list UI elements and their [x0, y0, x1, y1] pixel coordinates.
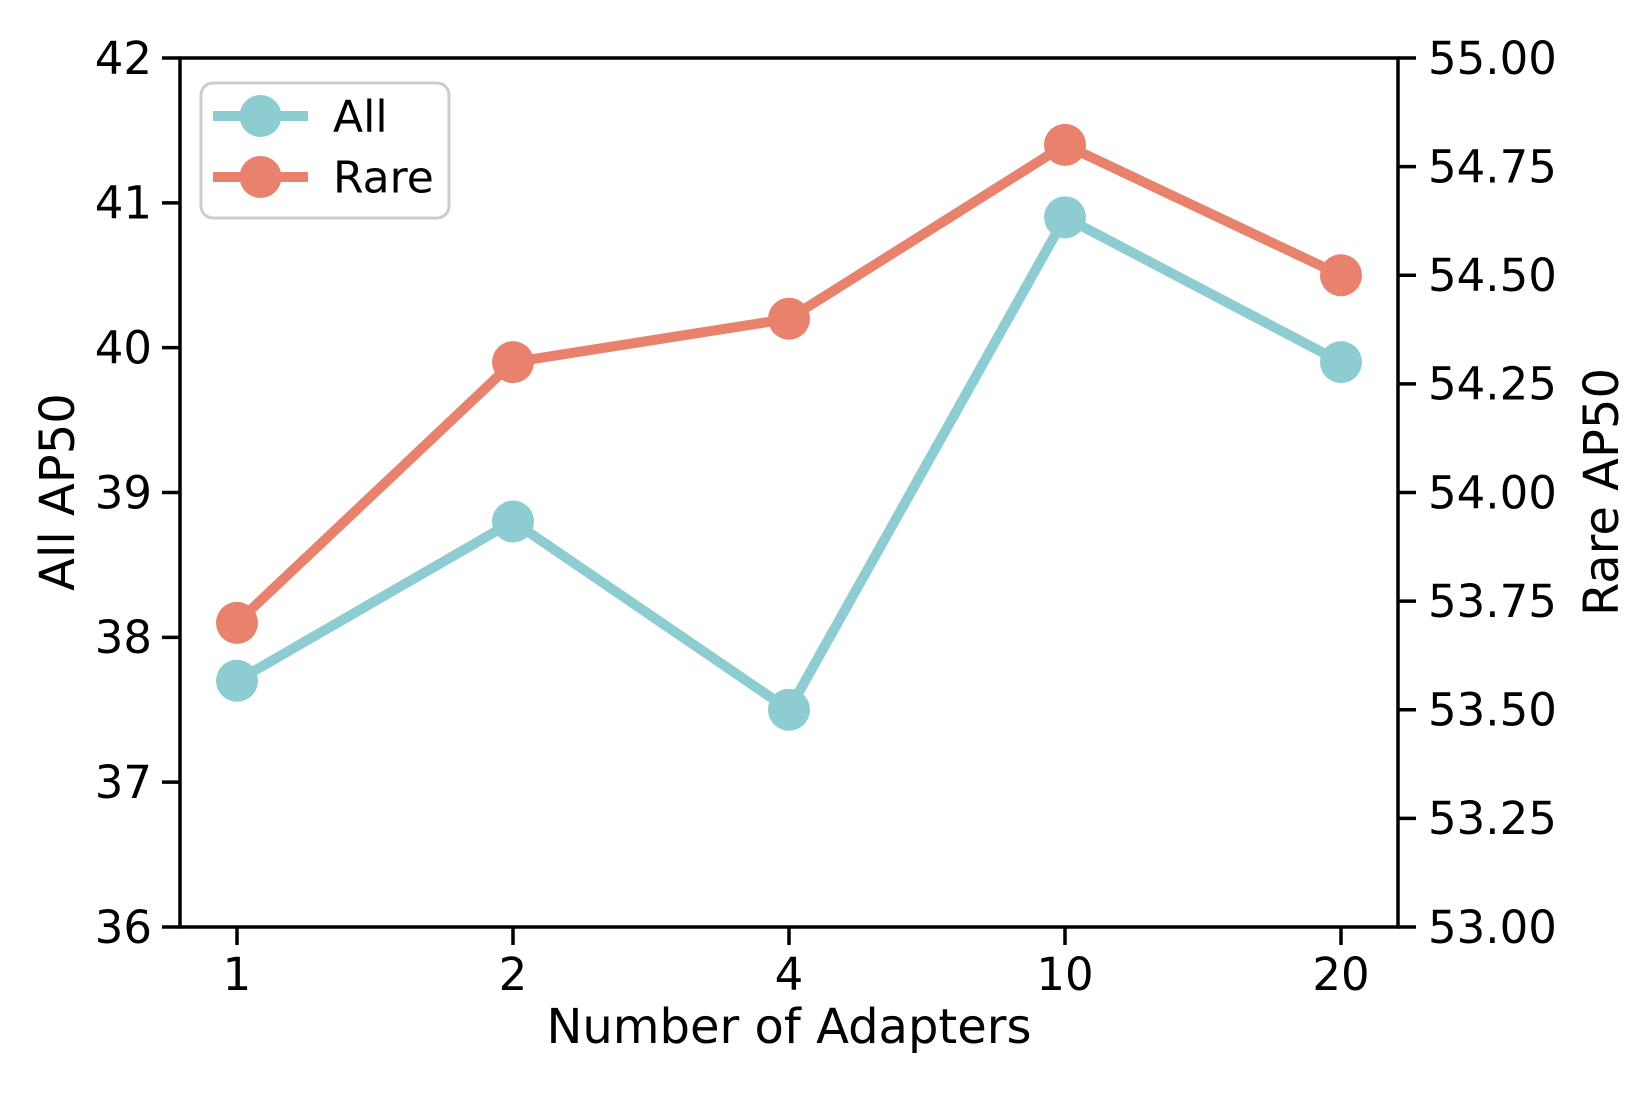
x-axis-tick-label: 4	[775, 948, 804, 1001]
right-axis-tick-label: 54.25	[1428, 358, 1557, 411]
data-point-marker-all	[1044, 196, 1086, 239]
left-axis-tick-label: 40	[95, 321, 152, 374]
left-axis-tick-label: 41	[95, 177, 152, 230]
right-axis-tick-label: 53.00	[1428, 901, 1557, 954]
left-axis-tick-label: 42	[95, 32, 152, 85]
left-axis-tick-label: 37	[95, 756, 152, 809]
data-point-marker-rare	[1320, 254, 1362, 297]
x-axis-tick-label: 2	[499, 948, 528, 1001]
right-axis-tick-label: 53.75	[1428, 575, 1557, 628]
left-axis-tick-label: 38	[95, 611, 152, 664]
x-axis-tick-label: 20	[1312, 948, 1369, 1001]
legend: All Rare	[199, 81, 451, 220]
plot-border	[178, 56, 1400, 929]
data-point-marker-rare	[492, 341, 534, 384]
legend-marker-rare-icon	[239, 156, 282, 198]
right-y-axis-label: Rare AP50	[1574, 368, 1630, 616]
data-point-marker-rare	[1044, 123, 1086, 166]
x-axis-tick-label: 1	[223, 948, 252, 1001]
right-axis-tick-label: 55.00	[1428, 32, 1557, 85]
legend-label-rare: Rare	[333, 152, 434, 203]
x-axis-label: Number of Adapters	[546, 999, 1031, 1055]
left-axis-tick-label: 39	[95, 466, 152, 519]
right-axis-tick-label: 54.75	[1428, 140, 1557, 193]
data-point-marker-rare	[768, 297, 810, 340]
right-axis-tick-label: 53.25	[1428, 792, 1557, 845]
data-point-marker-rare	[216, 601, 258, 644]
left-axis-tick-label: 36	[95, 901, 152, 954]
axes-group: 3637383940414253.0053.2553.5053.7554.005…	[95, 32, 1557, 1001]
legend-marker-all-icon	[239, 95, 282, 137]
data-point-marker-all	[492, 500, 534, 543]
data-point-marker-all	[1320, 341, 1362, 384]
right-axis-tick-label: 54.50	[1428, 249, 1557, 302]
series-group	[216, 123, 1362, 731]
right-axis-tick-label: 53.50	[1428, 684, 1557, 737]
legend-entry-all: All	[213, 91, 388, 142]
legend-label-all: All	[333, 91, 388, 142]
right-axis-tick-label: 54.00	[1428, 466, 1557, 519]
left-y-axis-label: All AP50	[30, 393, 86, 591]
x-axis-tick-label: 10	[1036, 948, 1093, 1001]
data-point-marker-all	[768, 688, 810, 731]
legend-entry-rare: Rare	[213, 152, 434, 203]
data-point-marker-all	[216, 659, 258, 702]
